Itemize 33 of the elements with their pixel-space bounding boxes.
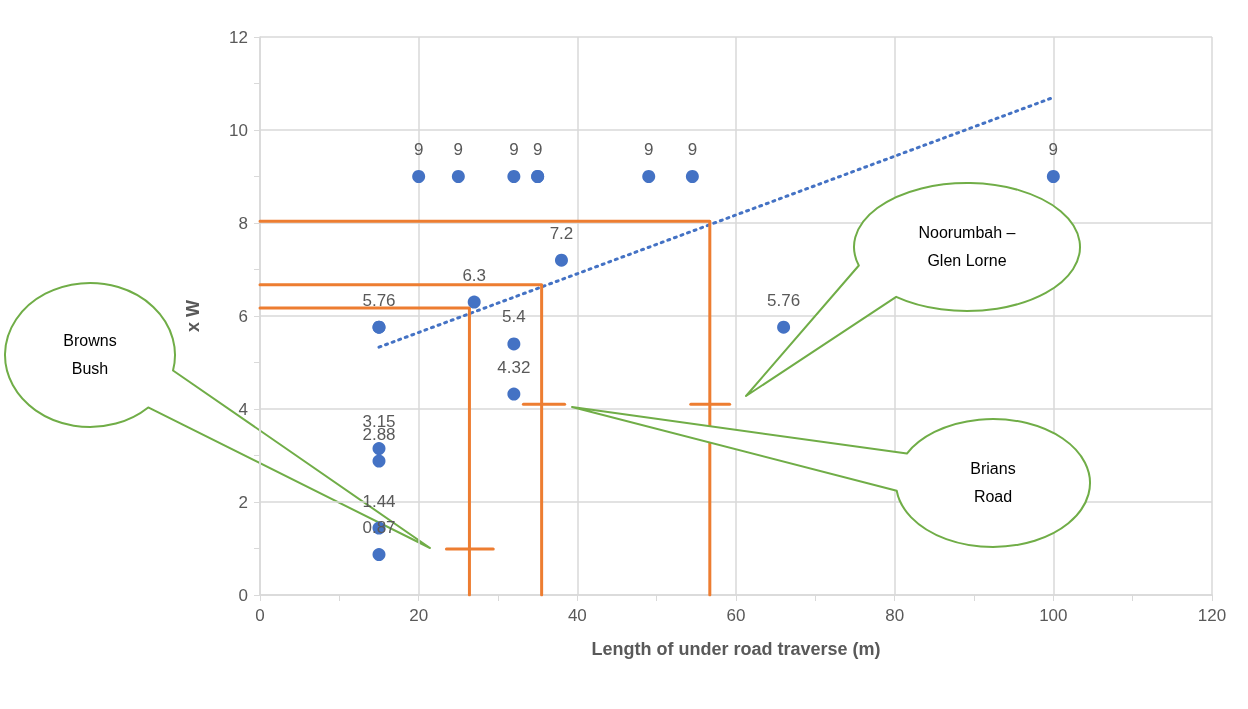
data-label: 9: [1048, 140, 1059, 159]
data-label: 9: [644, 140, 654, 159]
x-axis-title: Length of under road traverse (m): [591, 639, 881, 659]
y-tick-label: 2: [238, 492, 248, 512]
data-label: 9: [687, 140, 698, 159]
data-label: 6.3: [462, 265, 487, 285]
data-label: 5.4: [502, 307, 526, 327]
y-axis-title: x W: [183, 299, 203, 333]
data-label: 9: [413, 140, 424, 159]
data-label: 4.32: [497, 357, 531, 377]
y-tick-label: 10: [229, 120, 248, 140]
y-tick-label: 12: [229, 27, 248, 47]
data-label: 1.44: [362, 491, 396, 511]
y-tick-label: 4: [238, 399, 248, 419]
x-tick-label: 120: [1197, 606, 1227, 625]
data-label: 5.76: [362, 290, 396, 310]
x-tick-label: 100: [1039, 606, 1068, 625]
data-label: 9: [532, 140, 543, 159]
text: Browns Bush: [62, 331, 118, 379]
data-label: 5.76: [767, 290, 801, 310]
y-tick-label: 0: [238, 585, 248, 605]
y-tick-label: 6: [238, 306, 248, 326]
x-tick-label: 60: [726, 606, 746, 625]
data-label: 9: [453, 140, 464, 159]
y-tick-label: 8: [238, 213, 248, 233]
annotation: Brians Road: [969, 459, 1017, 507]
data-label: 9: [509, 140, 519, 159]
x-tick-label: 0: [255, 606, 265, 625]
annotation: Noorumbah – Glen Lorne: [917, 223, 1017, 271]
x-tick-label: 20: [409, 606, 429, 625]
x-tick-label: 40: [567, 606, 587, 625]
x-tick-label: 80: [885, 606, 905, 625]
data-label: 7.2: [549, 223, 574, 243]
